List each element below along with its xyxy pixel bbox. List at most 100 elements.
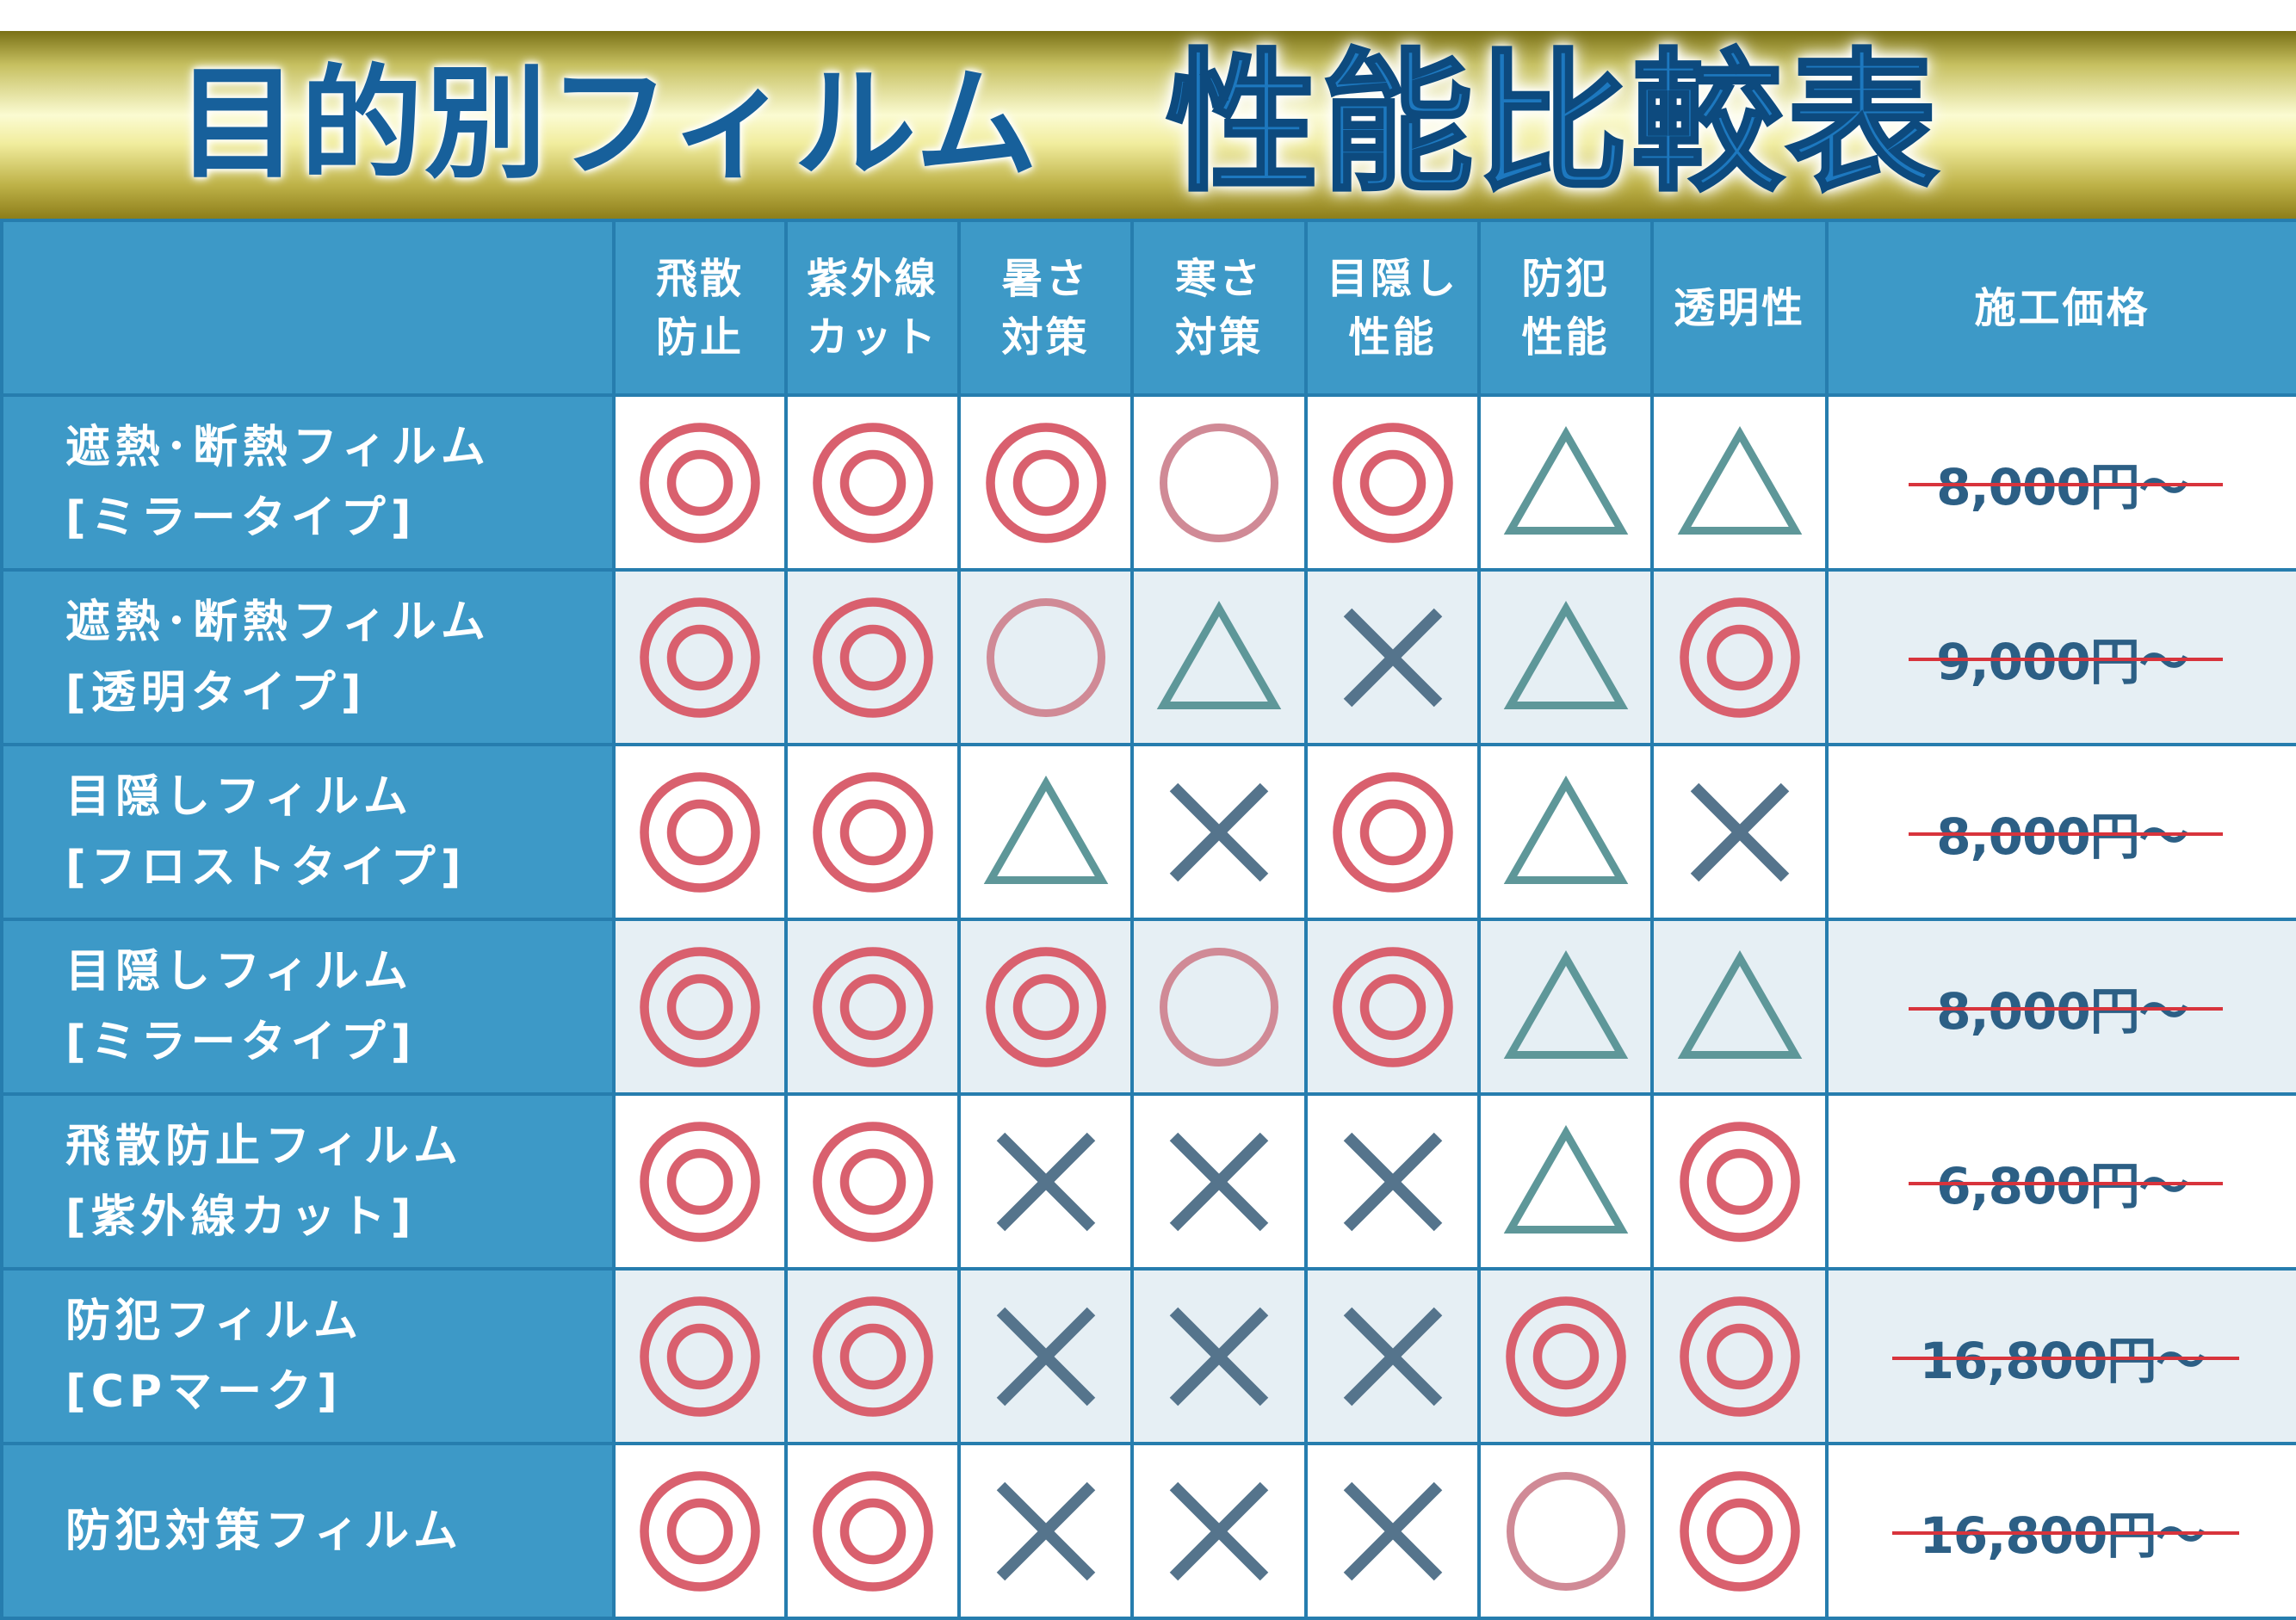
double-circle-mark-icon (1332, 771, 1453, 893)
double-circle-mark-icon (1679, 1470, 1800, 1592)
rating-cell (1650, 1267, 1829, 1445)
film-name-line1: 防犯フィルム (65, 1295, 363, 1347)
rating-cell (1130, 743, 1308, 921)
rating-cell (1477, 393, 1654, 572)
rating-cell (957, 1442, 1134, 1620)
cross-mark-icon (1169, 782, 1269, 881)
rating-cell (1130, 1442, 1308, 1620)
price-cell: 8,000円〜 (1825, 393, 2296, 572)
triangle-mark-icon (1503, 425, 1628, 535)
table-row: 遮熱･断熱フィルム [透明タイプ] 9,000円〜 (0, 568, 2296, 746)
rating-cell (1650, 743, 1829, 921)
price-strikethrough (1909, 832, 2223, 836)
film-name-line1: 遮熱･断熱フィルム (65, 596, 491, 648)
rating-cell (957, 918, 1134, 1096)
rating-cell (612, 568, 788, 746)
rating-cell (1304, 393, 1481, 572)
circle-mark-icon (1160, 423, 1278, 542)
triangle-mark-icon (1503, 1124, 1628, 1234)
cross-mark-icon (1343, 1481, 1442, 1580)
price-value: 8,000円〜 (1909, 796, 2223, 869)
film-name-line2: [フロストタイプ] (65, 841, 467, 893)
rating-cell (784, 1442, 961, 1620)
rating-cell (784, 743, 961, 921)
rating-cell (784, 568, 961, 746)
rating-cell (612, 1092, 788, 1271)
table-row: 防犯フィルム [CPマーク] 16,800円〜 (0, 1267, 2296, 1445)
title-banner: 目的別フィルム 性能比較表 (0, 0, 2296, 219)
film-name-line1: 防犯対策フィルム (65, 1505, 463, 1557)
rating-cell (1650, 393, 1829, 572)
double-circle-mark-icon (812, 1470, 933, 1592)
price-cell: 6,800円〜 (1825, 1092, 2296, 1271)
column-header-privacy: 目隠し 性能 (1304, 219, 1481, 397)
column-header-heat: 暑さ 対策 (957, 219, 1134, 397)
double-circle-mark-icon (1679, 1295, 1800, 1417)
header-corner (0, 219, 616, 397)
column-header-price: 施工価格 (1825, 219, 2296, 397)
price-strikethrough (1909, 1181, 2223, 1185)
price-strikethrough (1909, 657, 2223, 661)
rating-cell (1304, 1267, 1481, 1445)
double-circle-mark-icon (1332, 422, 1453, 543)
cross-mark-icon (996, 1307, 1095, 1406)
cross-mark-icon (996, 1481, 1095, 1580)
rating-cell (1304, 918, 1481, 1096)
price-value: 8,000円〜 (1909, 971, 2223, 1043)
price-strikethrough (1891, 1530, 2240, 1535)
double-circle-mark-icon (1679, 597, 1800, 718)
table-row: 遮熱･断熱フィルム [ミラータイプ] 8,000円〜 (0, 393, 2296, 572)
row-film-name: 遮熱･断熱フィルム [透明タイプ] (0, 568, 616, 746)
double-circle-mark-icon (640, 597, 760, 718)
triangle-mark-icon (1503, 600, 1628, 709)
cross-mark-icon (1169, 1132, 1269, 1231)
price-value: 9,000円〜 (1909, 621, 2223, 694)
price-text: 8,000円〜 (1936, 981, 2188, 1041)
rating-cell (1130, 393, 1308, 572)
price-value: 6,800円〜 (1909, 1146, 2223, 1218)
double-circle-mark-icon (812, 1121, 933, 1242)
double-circle-mark-icon (640, 946, 760, 1067)
column-header-shatter: 飛散 防止 (612, 219, 788, 397)
rating-cell (1304, 1092, 1481, 1271)
cross-mark-icon (1169, 1307, 1269, 1406)
triangle-mark-icon (1677, 949, 1802, 1059)
column-header-security: 防犯 性能 (1477, 219, 1654, 397)
rating-cell (612, 743, 788, 921)
rating-cell (1130, 1267, 1308, 1445)
cross-mark-icon (1343, 1132, 1442, 1231)
rating-cell (1477, 743, 1654, 921)
rating-cell (957, 393, 1134, 572)
rating-cell (957, 1267, 1134, 1445)
price-cell: 16,800円〜 (1825, 1442, 2296, 1620)
film-name-line1: 目隠しフィルム (65, 945, 413, 998)
rating-cell (1477, 1267, 1654, 1445)
rating-cell (1477, 568, 1654, 746)
rating-cell (784, 918, 961, 1096)
header-row: 飛散 防止 紫外線 カット 暑さ 対策 寒さ 対策 目隠し 性能 防犯 性能 透明性 施工価… (0, 219, 2296, 397)
table-row: 防犯対策フィルム 16,800円〜 (0, 1442, 2296, 1620)
rating-cell (957, 743, 1134, 921)
table-row: 飛散防止フィルム [紫外線カット] 6,800円〜 (0, 1092, 2296, 1271)
double-circle-mark-icon (812, 422, 933, 543)
cross-mark-icon (1169, 1481, 1269, 1580)
circle-mark-icon (1506, 1471, 1625, 1591)
double-circle-mark-icon (640, 422, 760, 543)
price-text: 8,000円〜 (1936, 807, 2188, 866)
rating-cell (784, 1267, 961, 1445)
table-body: 遮熱･断熱フィルム [ミラータイプ] 8,000円〜 遮熱･断熱フィルム [透明タイプ]… (0, 393, 2296, 1620)
triangle-mark-icon (983, 775, 1108, 884)
price-value: 16,800円〜 (1891, 1320, 2240, 1393)
rating-cell (957, 568, 1134, 746)
rating-cell (1304, 743, 1481, 921)
column-header-transparency: 透明性 (1650, 219, 1829, 397)
column-header-uv: 紫外線 カット (784, 219, 961, 397)
rating-cell (1130, 1092, 1308, 1271)
triangle-mark-icon (1503, 775, 1628, 884)
row-film-name: 飛散防止フィルム [紫外線カット] (0, 1092, 616, 1271)
double-circle-mark-icon (812, 946, 933, 1067)
price-strikethrough (1891, 1356, 2240, 1360)
film-name-line1: 目隠しフィルム (65, 770, 413, 823)
cross-mark-icon (1690, 782, 1789, 881)
title-purpose-film: 目的別フィルム (176, 53, 1040, 195)
